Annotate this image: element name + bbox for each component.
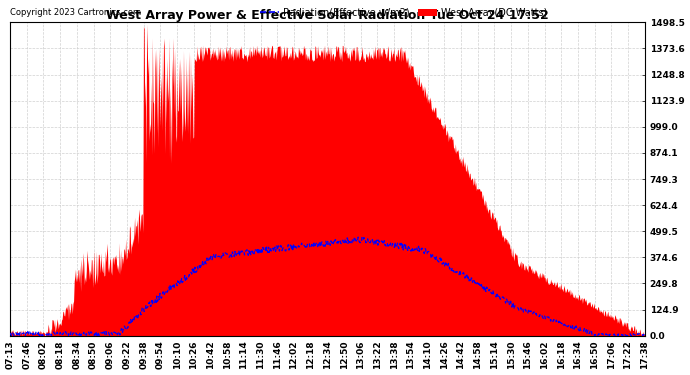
Title: West Array Power & Effective Solar Radiation Tue Oct 24 17:52: West Array Power & Effective Solar Radia… [106, 9, 549, 22]
Legend: Radiation(Effective w/m2), West Array(DC Watts): Radiation(Effective w/m2), West Array(DC… [256, 4, 551, 21]
Text: Copyright 2023 Cartronics.com: Copyright 2023 Cartronics.com [10, 8, 141, 17]
